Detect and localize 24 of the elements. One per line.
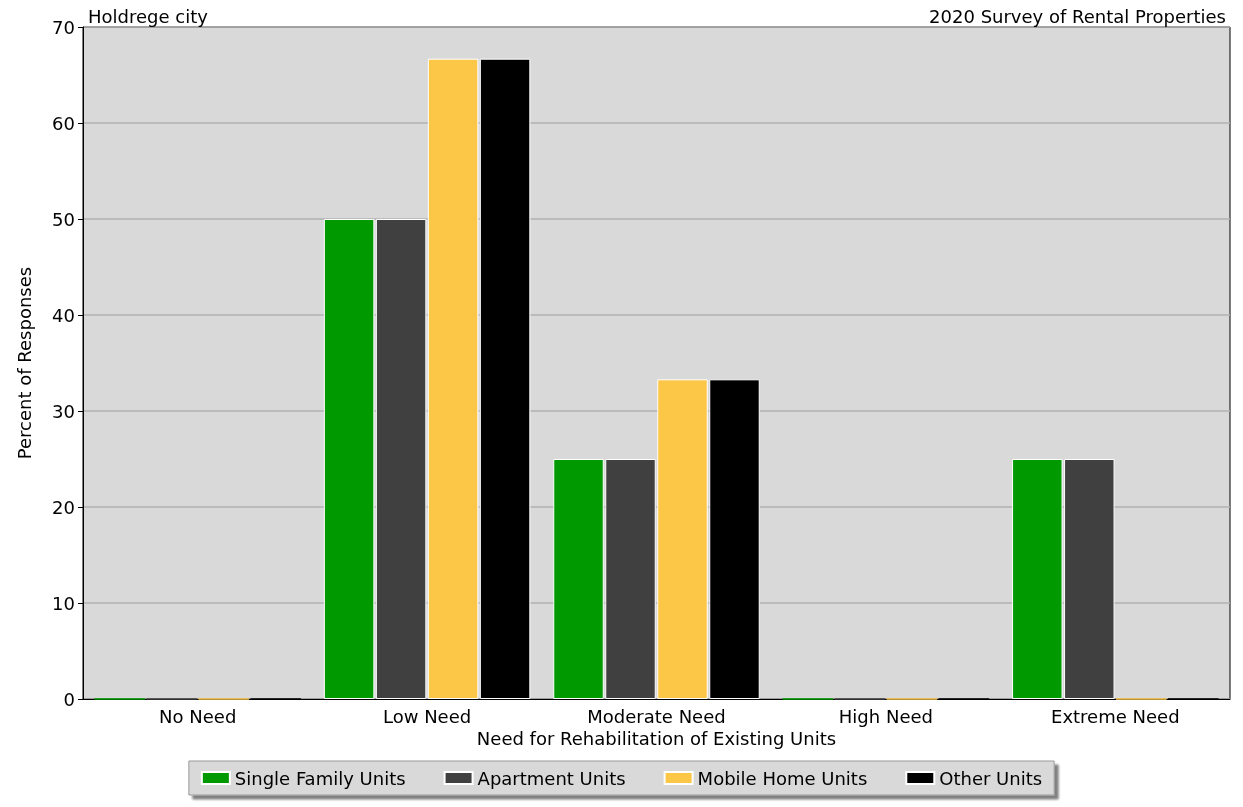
x-tick-label: High Need (838, 705, 933, 727)
x-axis-title: Need for Rehabilitation of Existing Units (476, 728, 837, 750)
y-tick-label: 40 (52, 304, 75, 326)
x-tick-label: No Need (159, 705, 237, 727)
legend-label: Mobile Home Units (697, 767, 868, 789)
x-tick-label: Extreme Need (1051, 705, 1180, 727)
y-tick-label: 60 (52, 112, 75, 134)
y-tick-label: 10 (52, 592, 75, 614)
y-tick-label: 30 (52, 400, 75, 422)
bar (427, 58, 479, 699)
legend-label: Apartment Units (477, 767, 626, 789)
x-tick-label: Low Need (382, 705, 472, 727)
y-tick-label: 0 (63, 688, 75, 710)
chart-subtitle: Holdrege city (88, 5, 209, 27)
y-tick-label: 20 (52, 496, 75, 518)
bar (375, 219, 427, 699)
y-tick-label: 50 (52, 208, 75, 230)
y-tick-label: 70 (52, 16, 75, 38)
legend-label: Single Family Units (234, 767, 406, 789)
legend-label: Other Units (939, 767, 1043, 789)
y-axis-title: Percent of Responses (13, 266, 35, 460)
x-tick-label: Moderate Need (587, 705, 726, 727)
chart-title: 2020 Survey of Rental Properties (929, 5, 1227, 27)
bar (323, 219, 375, 699)
